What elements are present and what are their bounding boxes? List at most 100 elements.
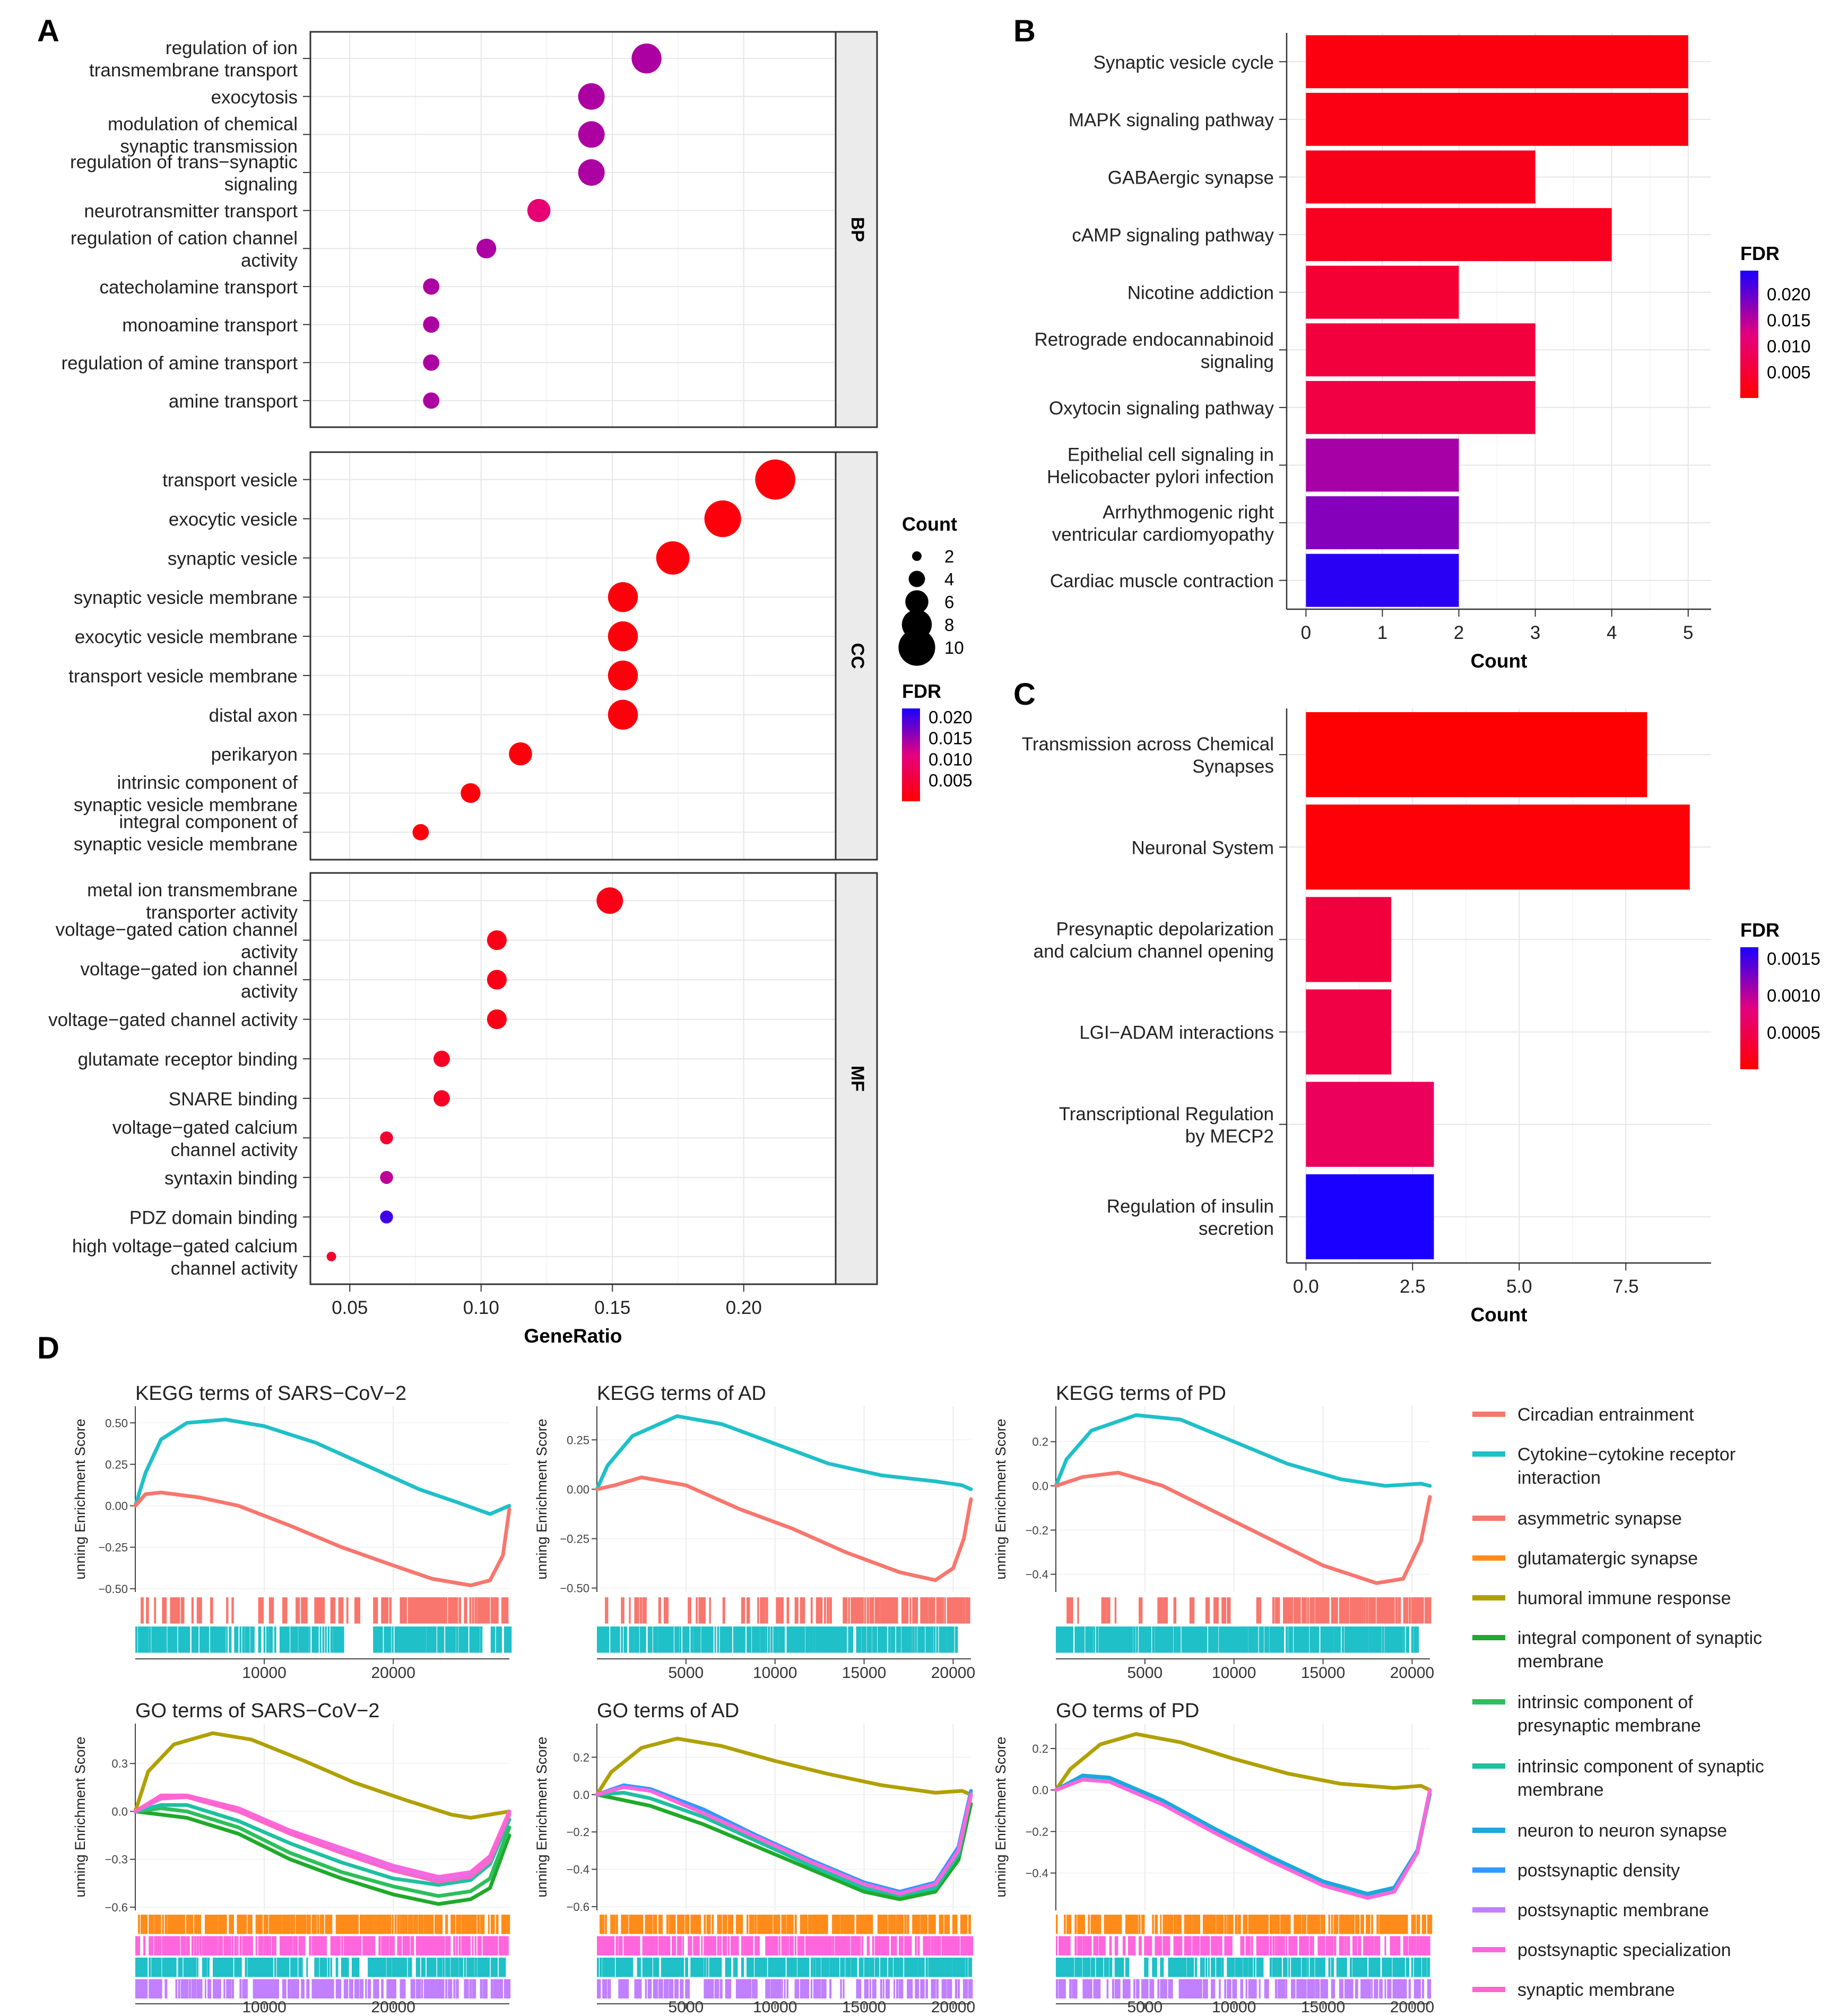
xtick-label: 2 — [1454, 622, 1464, 643]
panel-label-b: B — [1013, 14, 1036, 48]
ytick-label: −0.25 — [560, 1532, 589, 1545]
ytick-label: regulation of amine transport — [61, 353, 298, 374]
xtick-label: 7.5 — [1613, 1276, 1639, 1297]
ytick-label: exocytic vesicle — [169, 509, 298, 530]
ytick-label: −0.4 — [1026, 1568, 1048, 1581]
facet-strip-label: MF — [847, 1066, 867, 1092]
ytick-label: −0.2 — [1026, 1524, 1048, 1537]
legend-fdr-title: FDR — [1740, 919, 1780, 941]
legend-fdr-label: 0.005 — [1767, 362, 1811, 382]
ytick-label: syntaxin binding — [164, 1168, 298, 1189]
category-label: by MECP2 — [1185, 1126, 1274, 1147]
category-label: Helicobacter pylori infection — [1047, 467, 1274, 488]
xtick-label: 5000 — [668, 1664, 704, 1682]
xtick-label: 20000 — [931, 1664, 975, 1682]
category-label: Synaptic vesicle cycle — [1094, 52, 1274, 73]
hit-rug-marks — [141, 1597, 509, 1624]
dot-point — [423, 354, 440, 371]
ytick-label: 0.00 — [105, 1500, 128, 1513]
legend-fdr-label: 0.015 — [929, 729, 973, 748]
subplot-title: GO terms of PD — [1056, 1700, 1199, 1722]
xtick-label: 20000 — [931, 1998, 975, 2016]
xtick-label: 5000 — [1127, 1664, 1162, 1682]
legend-label: humoral immune response — [1517, 1588, 1731, 1608]
legend-label: neuron to neuron synapse — [1517, 1821, 1727, 1841]
dot-point — [578, 159, 605, 186]
xtick-label: 5.0 — [1506, 1276, 1532, 1297]
ytick-label: −0.2 — [567, 1825, 589, 1839]
dot-point — [326, 1251, 336, 1261]
hit-rug-marks — [135, 1936, 509, 1956]
category-label: and calcium channel opening — [1034, 941, 1274, 962]
ytick-label: regulation of cation channel — [71, 228, 298, 248]
ytick-label: monoamine transport — [122, 315, 298, 336]
category-label: Synapses — [1192, 756, 1274, 777]
bar — [1306, 380, 1535, 434]
ytick-label: −0.4 — [567, 1863, 589, 1876]
category-label: signaling — [1201, 351, 1274, 372]
enrichment-curve — [133, 1806, 511, 1898]
legend-count-label: 6 — [944, 592, 954, 612]
xtick-label: 0 — [1301, 622, 1311, 643]
panel-label-c: C — [1013, 677, 1036, 712]
legend-count-label: 2 — [944, 547, 954, 566]
legend-count-dot — [898, 629, 935, 666]
legend-fdr-label: 0.015 — [1767, 310, 1811, 330]
legend-fdr-colorbar — [1740, 947, 1758, 1069]
ytick-label: activity — [241, 250, 298, 271]
xtick-label: 0.10 — [463, 1297, 499, 1318]
legend-count-label: 4 — [944, 569, 954, 589]
legend-fdr-label: 0.0015 — [1767, 949, 1820, 968]
ytick-label: synaptic vesicle membrane — [74, 834, 298, 854]
legend-count-label: 8 — [944, 615, 954, 635]
gsea-subplot: GO terms of SARS−CoV−2 unning Enrichment … — [72, 1700, 511, 2016]
hit-rug-marks — [600, 1915, 971, 1934]
dot-point — [509, 742, 532, 766]
y-axis-title: unning Enrichment Score — [993, 1736, 1009, 1897]
ytick-label: 0.0 — [1032, 1479, 1048, 1493]
xtick-label: 10000 — [242, 1998, 286, 2016]
dot-point — [380, 1210, 393, 1224]
ytick-label: synaptic vesicle membrane — [74, 587, 298, 608]
bar — [1306, 438, 1459, 492]
ytick-label: intrinsic component of — [117, 772, 298, 793]
panel-label-a: A — [37, 14, 59, 48]
xtick-label: 20000 — [371, 1664, 415, 1682]
bar — [1306, 804, 1690, 890]
category-label: cAMP signaling pathway — [1072, 225, 1274, 246]
facet-panel-bg — [310, 452, 836, 860]
ytick-label: 0.2 — [573, 1751, 589, 1764]
bar — [1306, 553, 1459, 607]
legend-label: postsynaptic membrane — [1517, 1900, 1709, 1920]
dot-point — [423, 278, 440, 295]
xtick-label: 10000 — [1212, 1998, 1256, 2016]
dot-point — [608, 699, 638, 730]
ytick-label: 0.25 — [567, 1433, 589, 1447]
category-label: Transmission across Chemical — [1022, 734, 1274, 755]
xtick-label: 20000 — [1390, 1998, 1434, 2016]
ytick-label: regulation of trans−synaptic — [70, 152, 298, 172]
x-axis-title: GeneRatio — [524, 1325, 622, 1347]
facet-strip-label: CC — [847, 643, 867, 669]
legend-fdr-label: 0.020 — [1767, 284, 1811, 304]
ytick-label: −0.6 — [105, 1901, 128, 1914]
category-label: secretion — [1199, 1218, 1274, 1239]
hit-rug-marks — [1056, 1915, 1433, 1934]
enrichment-curve — [1054, 1413, 1432, 1488]
legend-fdr-title: FDR — [902, 680, 941, 702]
bar — [1306, 1081, 1434, 1167]
dot-point — [596, 887, 623, 914]
dot-point — [412, 824, 429, 841]
legend-label: integral component of synaptic — [1517, 1628, 1762, 1648]
category-label: Cardiac muscle contraction — [1050, 571, 1274, 592]
hit-rug-marks — [1056, 1936, 1430, 1956]
enrichment-curve — [595, 1790, 973, 1898]
dot-point — [380, 1131, 393, 1145]
xtick-label: 0.05 — [332, 1297, 368, 1318]
enrichment-curve — [1054, 1732, 1432, 1792]
legend-fdr-title: FDR — [1740, 243, 1780, 264]
xtick-label: 20000 — [1390, 1664, 1434, 1682]
subplot-title: KEGG terms of AD — [597, 1382, 766, 1405]
xtick-label: 1 — [1377, 622, 1387, 643]
